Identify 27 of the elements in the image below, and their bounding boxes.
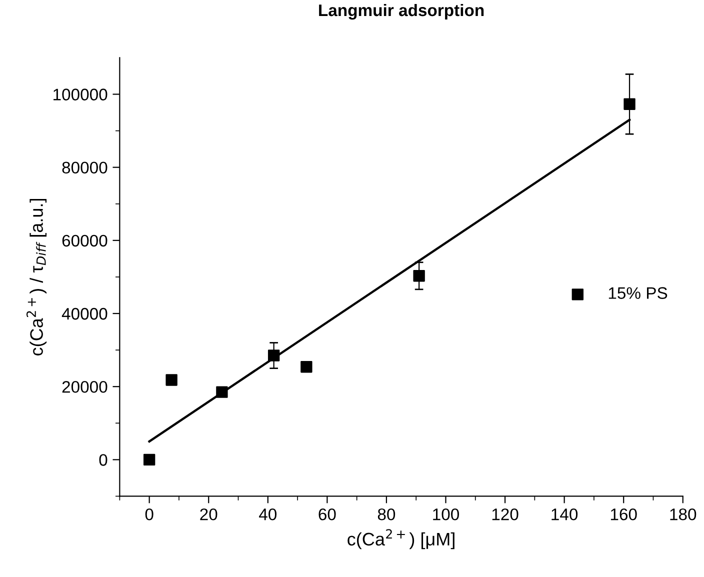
point — [413, 270, 425, 282]
y-tick-label: 20000 — [62, 380, 108, 393]
point — [143, 454, 156, 466]
y-tick-label: 80000 — [62, 162, 108, 174]
point — [624, 98, 636, 110]
chart-title: Langmuir adsorption — [319, 4, 484, 20]
point — [268, 350, 280, 362]
x-tick-label: 180 — [670, 508, 696, 520]
x-tick-label: 60 — [318, 508, 336, 520]
point — [300, 361, 312, 373]
x-tick-label: 80 — [378, 508, 396, 520]
x-tick-label: 0 — [145, 508, 154, 520]
y-tick-label: 40000 — [62, 308, 108, 320]
y-axis-title: c(Ca$^{2+}$) / τ$_{Diff}$ [a.u.] — [26, 199, 47, 356]
x-tick-label: 140 — [552, 508, 578, 520]
point — [216, 386, 228, 398]
y-tick-label: 60000 — [62, 234, 108, 247]
x-axis-title: c(Ca$^{2+}$) [μM] — [348, 529, 454, 550]
x-tick-label: 20 — [200, 508, 218, 520]
y-tick-label: 0 — [99, 454, 108, 466]
point — [166, 374, 178, 386]
x-tick-label: 100 — [433, 508, 459, 520]
legend-label: 15% PS — [608, 287, 668, 299]
x-tick-label: 120 — [492, 508, 518, 520]
x-tick-label: 160 — [610, 508, 637, 520]
x-tick-label: 40 — [259, 508, 277, 520]
y-tick-label: 100000 — [54, 88, 108, 100]
